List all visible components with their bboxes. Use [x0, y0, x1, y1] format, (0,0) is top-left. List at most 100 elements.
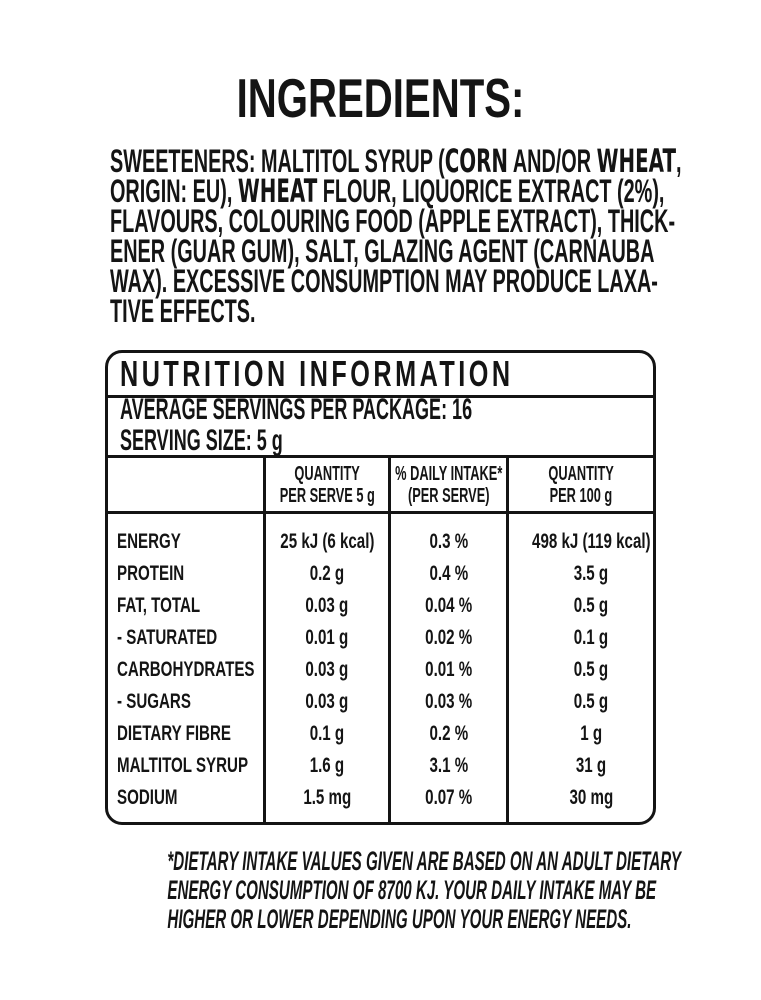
nutrient-label-text: FAT, TOTAL [117, 594, 201, 617]
ingredients-segment: SWEETENERS: MALTITOL SYRUP ( [110, 143, 445, 179]
servings-per-package: AVERAGE SERVINGS PER PACKAGE: 16 [120, 392, 473, 426]
value-per-serve: 0.1 g [263, 718, 388, 750]
allergen-emphasis: CORN [444, 142, 509, 180]
value-per-100g-text: 0.5 g [574, 658, 609, 681]
nutrition-table-header: QUANTITY PER SERVE 5 g % DAILY INTAKE* (… [108, 458, 653, 514]
nutrient-label-text: DIETARY FIBRE [117, 722, 231, 745]
value-per-100g-text: 31 g [576, 754, 607, 777]
value-per-serve-text: 1.5 mg [303, 786, 351, 809]
nutrient-label-text: MALTITOL SYRUP [117, 754, 249, 777]
spacer-cell-bottom [263, 814, 388, 822]
footnote-text: *DIETARY INTAKE VALUES GIVEN ARE BASED O… [167, 846, 681, 934]
nutrient-label: FAT, TOTAL [108, 590, 263, 622]
ingredients-segment: AND/OR [508, 143, 597, 179]
serving-size: SERVING SIZE: 5 g [120, 423, 283, 457]
nutrient-label-text: PROTEIN [117, 562, 185, 585]
value-per-serve-text: 0.01 g [305, 626, 349, 649]
value-daily-intake-text: 0.3 % [429, 530, 468, 553]
value-daily-intake-text: 0.2 % [429, 722, 468, 745]
value-per-100g: 0.5 g [506, 686, 653, 718]
value-per-serve: 1.6 g [263, 750, 388, 782]
value-per-serve-text: 0.03 g [305, 594, 349, 617]
value-per-serve-text: 0.03 g [305, 658, 349, 681]
spacer-cell-top [108, 514, 263, 526]
value-per-serve: 25 kJ (6 kcal) [263, 526, 388, 558]
column-header-per-serve: QUANTITY PER SERVE 5 g [263, 458, 388, 511]
nutrient-label: CARBOHYDRATES [108, 654, 263, 686]
ingredients-segment: FLOUR, LIQUORICE EXTRACT (2%), [317, 173, 665, 209]
ingredients-title: INGREDIENTS: [236, 67, 525, 129]
value-per-serve: 1.5 mg [263, 782, 388, 814]
nutrient-label: DIETARY FIBRE [108, 718, 263, 750]
column-header-per-100g: QUANTITY PER 100 g [506, 458, 653, 511]
column-header-line: (PER SERVE) [407, 484, 490, 507]
value-per-100g-text: 498 kJ (119 kcal) [532, 530, 651, 553]
nutrient-label: MALTITOL SYRUP [108, 750, 263, 782]
value-per-100g: 30 mg [506, 782, 653, 814]
value-daily-intake-text: 0.02 % [424, 626, 473, 649]
value-per-100g: 0.5 g [506, 654, 653, 686]
value-per-serve: 0.03 g [263, 686, 388, 718]
ingredients-segment: ENER (GUAR GUM), SALT, GLAZING AGENT (CA… [110, 233, 655, 269]
value-per-100g-text: 3.5 g [574, 562, 609, 585]
allergen-emphasis: WHEAT [596, 142, 676, 180]
allergen-emphasis: WHEAT [237, 172, 318, 210]
value-per-serve-text: 0.03 g [305, 690, 349, 713]
spacer-cell-bottom [108, 814, 263, 822]
value-per-100g: 498 kJ (119 kcal) [506, 526, 653, 558]
nutrient-label: - SATURATED [108, 622, 263, 654]
column-header-line: QUANTITY [294, 462, 360, 485]
value-per-serve-text: 0.2 g [309, 562, 345, 585]
ingredients-segment: TIVE EFFECTS. [110, 293, 256, 329]
value-per-serve: 0.03 g [263, 590, 388, 622]
value-daily-intake: 0.04 % [388, 590, 506, 622]
spacer-cell-bottom [506, 814, 653, 822]
value-per-serve: 0.2 g [263, 558, 388, 590]
nutrition-table: NUTRITION INFORMATION AVERAGE SERVINGS P… [105, 350, 656, 825]
nutrient-label: ENERGY [108, 526, 263, 558]
servings-per-package-row: AVERAGE SERVINGS PER PACKAGE: 16 [120, 392, 653, 428]
nutrition-table-body: ENERGY 25 kJ (6 kcal) 0.3 % 498 kJ (119 kca… [108, 514, 653, 822]
value-daily-intake-text: 0.4 % [429, 562, 468, 585]
value-per-100g-text: 0.1 g [574, 626, 609, 649]
column-header-blank [108, 458, 263, 511]
value-daily-intake-text: 0.04 % [424, 594, 473, 617]
nutrient-label-text: - SUGARS [117, 690, 191, 713]
value-per-100g-text: 0.5 g [574, 690, 609, 713]
value-per-serve-text: 25 kJ (6 kcal) [279, 530, 375, 553]
ingredients-segment: FLAVOURS, COLOURING FOOD (APPLE EXTRACT)… [110, 203, 676, 239]
value-per-100g: 0.5 g [506, 590, 653, 622]
column-header-line: % DAILY INTAKE* [394, 462, 503, 485]
nutrient-label-text: SODIUM [117, 786, 178, 809]
serving-info-section: AVERAGE SERVINGS PER PACKAGE: 16 SERVING… [108, 392, 653, 459]
value-per-100g: 3.5 g [506, 558, 653, 590]
value-per-100g-text: 0.5 g [574, 594, 609, 617]
nutrient-label-text: ENERGY [117, 530, 181, 553]
value-daily-intake: 3.1 % [388, 750, 506, 782]
nutrient-label-text: - SATURATED [117, 626, 218, 649]
value-per-serve: 0.03 g [263, 654, 388, 686]
column-header-line: QUANTITY [548, 462, 614, 485]
ingredients-text: SWEETENERS: MALTITOL SYRUP (CORN AND/OR … [110, 143, 761, 329]
value-per-100g-text: 1 g [580, 722, 603, 745]
value-per-100g: 1 g [506, 718, 653, 750]
ingredients-segment: ORIGIN: EU), [110, 173, 238, 209]
value-daily-intake-text: 0.01 % [424, 658, 473, 681]
column-header-line: PER SERVE 5 g [279, 484, 375, 507]
nutrient-label: PROTEIN [108, 558, 263, 590]
serving-size-row: SERVING SIZE: 5 g [120, 423, 653, 459]
value-daily-intake: 0.03 % [388, 686, 506, 718]
value-daily-intake: 0.4 % [388, 558, 506, 590]
column-header-daily-intake: % DAILY INTAKE* (PER SERVE) [388, 458, 506, 511]
nutrient-label: - SUGARS [108, 686, 263, 718]
value-daily-intake-text: 0.03 % [424, 690, 473, 713]
value-daily-intake: 0.3 % [388, 526, 506, 558]
nutrient-label: SODIUM [108, 782, 263, 814]
value-daily-intake: 0.02 % [388, 622, 506, 654]
value-per-100g-text: 30 mg [569, 786, 614, 809]
value-per-serve-text: 1.6 g [309, 754, 345, 777]
value-per-serve-text: 0.1 g [309, 722, 345, 745]
nutrition-table-title-row: NUTRITION INFORMATION [108, 353, 653, 398]
column-header-line: PER 100 g [549, 484, 613, 507]
